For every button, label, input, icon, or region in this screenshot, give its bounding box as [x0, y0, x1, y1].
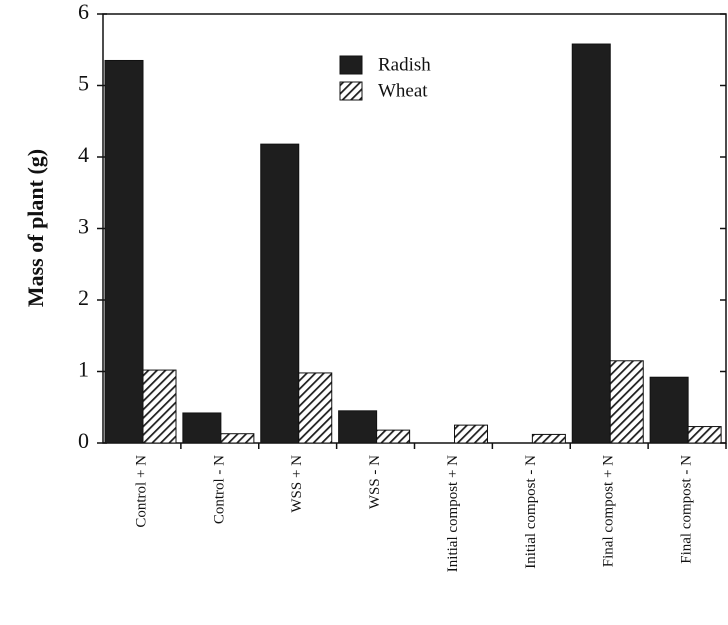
x-tick-label: Control - N	[211, 455, 227, 524]
x-tick-label: Initial compost - N	[523, 455, 539, 569]
x-tick-label: WSS + N	[289, 455, 305, 513]
y-tick-label: 2	[78, 285, 89, 310]
y-tick-label: 4	[78, 142, 89, 167]
y-tick-label: 1	[78, 357, 89, 382]
y-tick-label: 0	[78, 428, 89, 453]
bar	[454, 424, 488, 444]
bar	[531, 433, 566, 444]
bar	[338, 410, 378, 444]
y-tick-label: 3	[78, 214, 89, 239]
bar	[376, 429, 411, 444]
bar	[687, 426, 722, 444]
bar	[182, 412, 222, 444]
y-tick-label: 6	[78, 0, 89, 24]
legend-label: Wheat	[378, 80, 428, 101]
bar	[571, 43, 611, 444]
bar	[609, 360, 644, 444]
bar	[260, 143, 300, 444]
bar	[104, 59, 144, 444]
bar	[298, 372, 333, 444]
bar	[649, 376, 689, 444]
x-tick-label: WSS - N	[367, 455, 383, 509]
x-tick-label: Final compost - N	[679, 455, 695, 564]
legend-label: Radish	[378, 54, 431, 75]
x-tick-label: Initial compost + N	[445, 455, 461, 572]
bar	[142, 369, 177, 444]
x-tick-label: Control + N	[133, 455, 149, 528]
y-tick-label: 5	[78, 71, 89, 96]
y-axis-label: Mass of plant (g)	[23, 149, 48, 307]
bar	[220, 433, 255, 444]
legend-swatch	[339, 55, 363, 75]
legend-swatch	[339, 81, 363, 101]
x-tick-label: Final compost + N	[601, 455, 617, 567]
